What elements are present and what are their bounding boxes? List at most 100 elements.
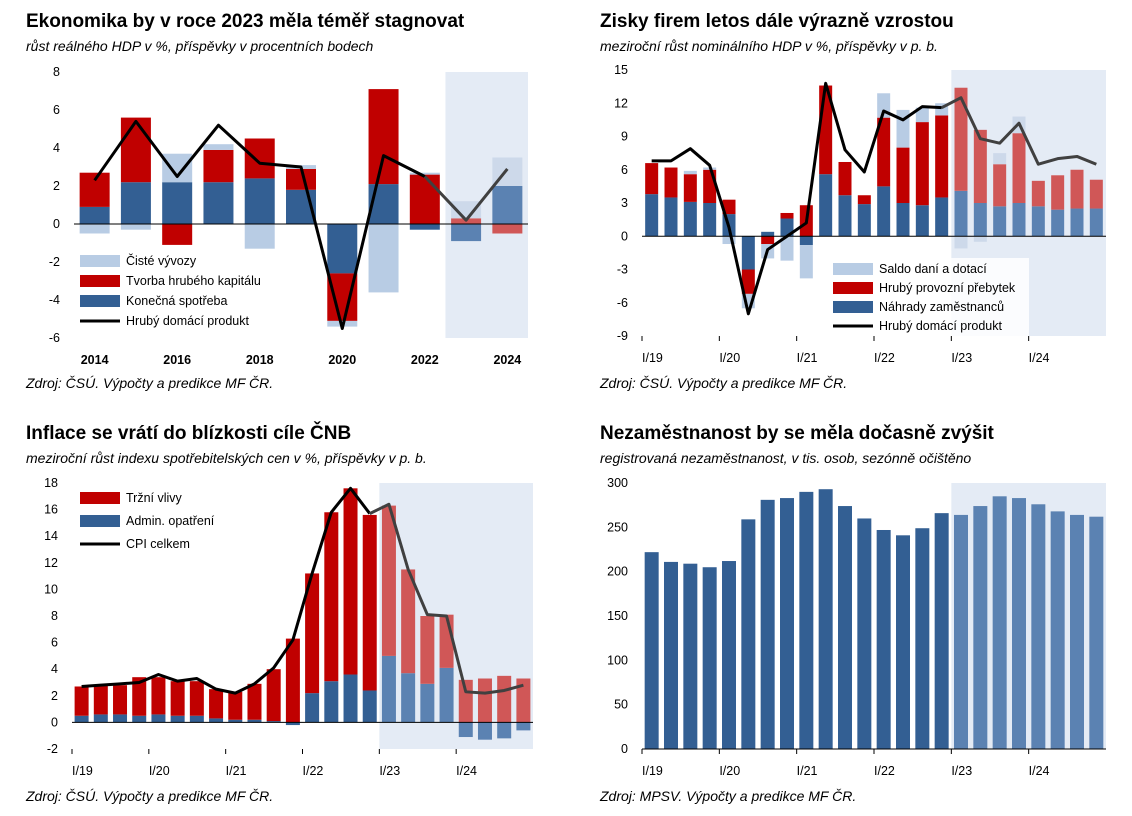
chart-title: Ekonomika by v roce 2023 měla téměř stag… <box>26 11 465 32</box>
legend-label-hruby-domaci-produkt: Hrubý domácí produkt <box>126 314 250 328</box>
legend-label-konecna-spotreba: Konečná spotřeba <box>126 294 228 308</box>
bar-value <box>1031 504 1046 749</box>
bar-value <box>780 498 794 749</box>
y-tick-label: -6 <box>617 296 628 310</box>
bar-nahrady-zamestnancu <box>1089 208 1103 237</box>
bar-tvorba-hrubeho-kapitalu <box>120 117 151 183</box>
x-tick-label: I/19 <box>642 351 663 365</box>
bar-hruby-provozni-prebytek <box>1070 169 1084 209</box>
bar-admin-opatreni <box>228 719 243 723</box>
bar-konecna-spotreba <box>368 184 399 224</box>
legend-swatch-hruby-provozni-prebytek <box>833 282 873 294</box>
bar-nahrady-zamestnancu <box>683 201 697 237</box>
bar-trzni-vlivy <box>401 569 416 674</box>
legend-label-nahrady-zamestnancu: Náhrady zaměstnanců <box>879 300 1004 314</box>
chart-subtitle: registrovaná nezaměstnanost, v tis. osob… <box>600 450 972 466</box>
series-line-hruby-domaci-produkt <box>93 119 426 330</box>
bar-tvorba-hrubeho-kapitalu <box>409 174 440 224</box>
chart-inflation: -2 0 2 4 6 8 10 12 14 16 18 I/19 I/20 I/21 I/22 I/23 I/2… <box>44 476 533 778</box>
bar-nahrady-zamestnancu <box>935 197 949 237</box>
bar-nahrady-zamestnancu <box>1051 209 1065 237</box>
y-tick-label: 6 <box>621 163 628 177</box>
bar-trzni-vlivy <box>305 573 320 694</box>
bar-nahrady-zamestnancu <box>645 194 659 237</box>
bar-nahrady-zamestnancu <box>915 205 929 237</box>
chart-subtitle: meziroční růst indexu spotřebitelských c… <box>26 450 427 466</box>
bar-value <box>818 489 833 749</box>
x-tick-label: 2018 <box>246 353 274 367</box>
bar-nahrady-zamestnancu <box>896 203 910 237</box>
chart-title: Nezaměstnanost by se měla dočasně zvýšit <box>600 423 994 444</box>
y-tick-label: 9 <box>621 130 628 144</box>
bar-admin-opatreni <box>113 714 128 723</box>
bar-value <box>644 552 659 749</box>
bar-hruby-provozni-prebytek <box>1012 133 1026 203</box>
bar-value <box>1089 516 1104 749</box>
panel-gdp: Ekonomika by v roce 2023 měla téměř stag… <box>4 4 564 404</box>
legend-label-tvorba-hrubeho-kapitalu: Tvorba hrubého kapitálu <box>126 274 261 288</box>
bar-nahrady-zamestnancu <box>973 203 987 237</box>
bar-hruby-provozni-prebytek <box>1051 175 1065 210</box>
series-line-cpi-celkem <box>81 486 371 695</box>
y-tick-label: 12 <box>44 556 58 570</box>
y-tick-label: 200 <box>607 565 628 579</box>
bar-nahrady-zamestnancu <box>664 197 678 237</box>
y-tick-label: 14 <box>44 529 58 543</box>
legend-swatch-konecna-spotreba <box>80 295 120 307</box>
y-tick-label: 15 <box>614 63 628 77</box>
chart-subtitle: meziroční růst nominálního HDP v %, přís… <box>600 38 938 54</box>
bar-admin-opatreni <box>401 673 416 723</box>
bar-value <box>760 499 775 749</box>
bar-saldo-dani-a-dotaci <box>780 236 794 261</box>
x-tick-label: I/22 <box>874 351 895 365</box>
bar-value <box>954 514 968 749</box>
x-tick-label: I/19 <box>72 764 93 778</box>
y-tick-label: -4 <box>49 293 60 307</box>
x-tick-label: 2020 <box>328 353 356 367</box>
bar-konecna-spotreba <box>327 224 358 274</box>
bar-trzni-vlivy <box>170 681 185 716</box>
bar-admin-opatreni <box>74 715 89 723</box>
y-tick-label: 0 <box>51 715 58 729</box>
bar-trzni-vlivy <box>343 488 358 675</box>
y-tick-label: 8 <box>51 609 58 623</box>
bar-trzni-vlivy <box>189 681 204 716</box>
x-tick-label: I/23 <box>951 351 972 365</box>
y-tick-label: 0 <box>53 217 60 231</box>
x-tick-label: I/22 <box>303 764 324 778</box>
bar-ciste-vyvozy <box>120 224 151 230</box>
bar-value <box>934 513 949 749</box>
bar-nahrady-zamestnancu <box>954 190 968 237</box>
y-tick-label: 6 <box>51 636 58 650</box>
legend-swatch-admin-opatreni <box>80 515 120 527</box>
bar-tvorba-hrubeho-kapitalu <box>286 168 316 190</box>
bar-admin-opatreni <box>170 715 185 723</box>
x-tick-label: I/21 <box>797 764 818 778</box>
bar-nahrady-zamestnancu <box>877 186 891 237</box>
series-line-forecast-hruby-domaci-produkt <box>423 167 509 222</box>
bar-saldo-dani-a-dotaci <box>973 236 987 242</box>
x-tick-label: 2022 <box>411 353 439 367</box>
bar-hruby-provozni-prebytek <box>645 163 659 195</box>
bar-value <box>741 519 756 749</box>
legend-swatch-tvorba-hrubeho-kapitalu <box>80 275 120 287</box>
bar-admin-opatreni <box>305 693 320 723</box>
chart-subtitle: růst reálného HDP v %, příspěvky v proce… <box>26 38 374 54</box>
y-tick-label: 300 <box>607 476 628 490</box>
legend-label-hruby-provozni-prebytek: Hrubý provozní přebytek <box>879 281 1016 295</box>
bar-hruby-provozni-prebytek <box>664 167 678 198</box>
bar-admin-opatreni <box>497 722 512 739</box>
bar-nahrady-zamestnancu <box>761 231 775 237</box>
bar-admin-opatreni <box>439 667 454 723</box>
y-tick-label: 12 <box>614 96 628 110</box>
legend-label-ciste-vyvozy: Čisté vývozy <box>126 253 197 268</box>
x-tick-label: I/21 <box>226 764 247 778</box>
bar-ciste-vyvozy <box>409 172 440 175</box>
x-tick-label: I/24 <box>456 764 477 778</box>
panel-inflation: Inflace se vrátí do blízkosti cíle ČNB m… <box>4 416 564 816</box>
bar-value <box>702 567 717 749</box>
bar-nahrady-zamestnancu <box>819 174 833 237</box>
bar-value <box>915 528 930 749</box>
bar-value <box>683 563 698 749</box>
bar-admin-opatreni <box>343 674 358 723</box>
